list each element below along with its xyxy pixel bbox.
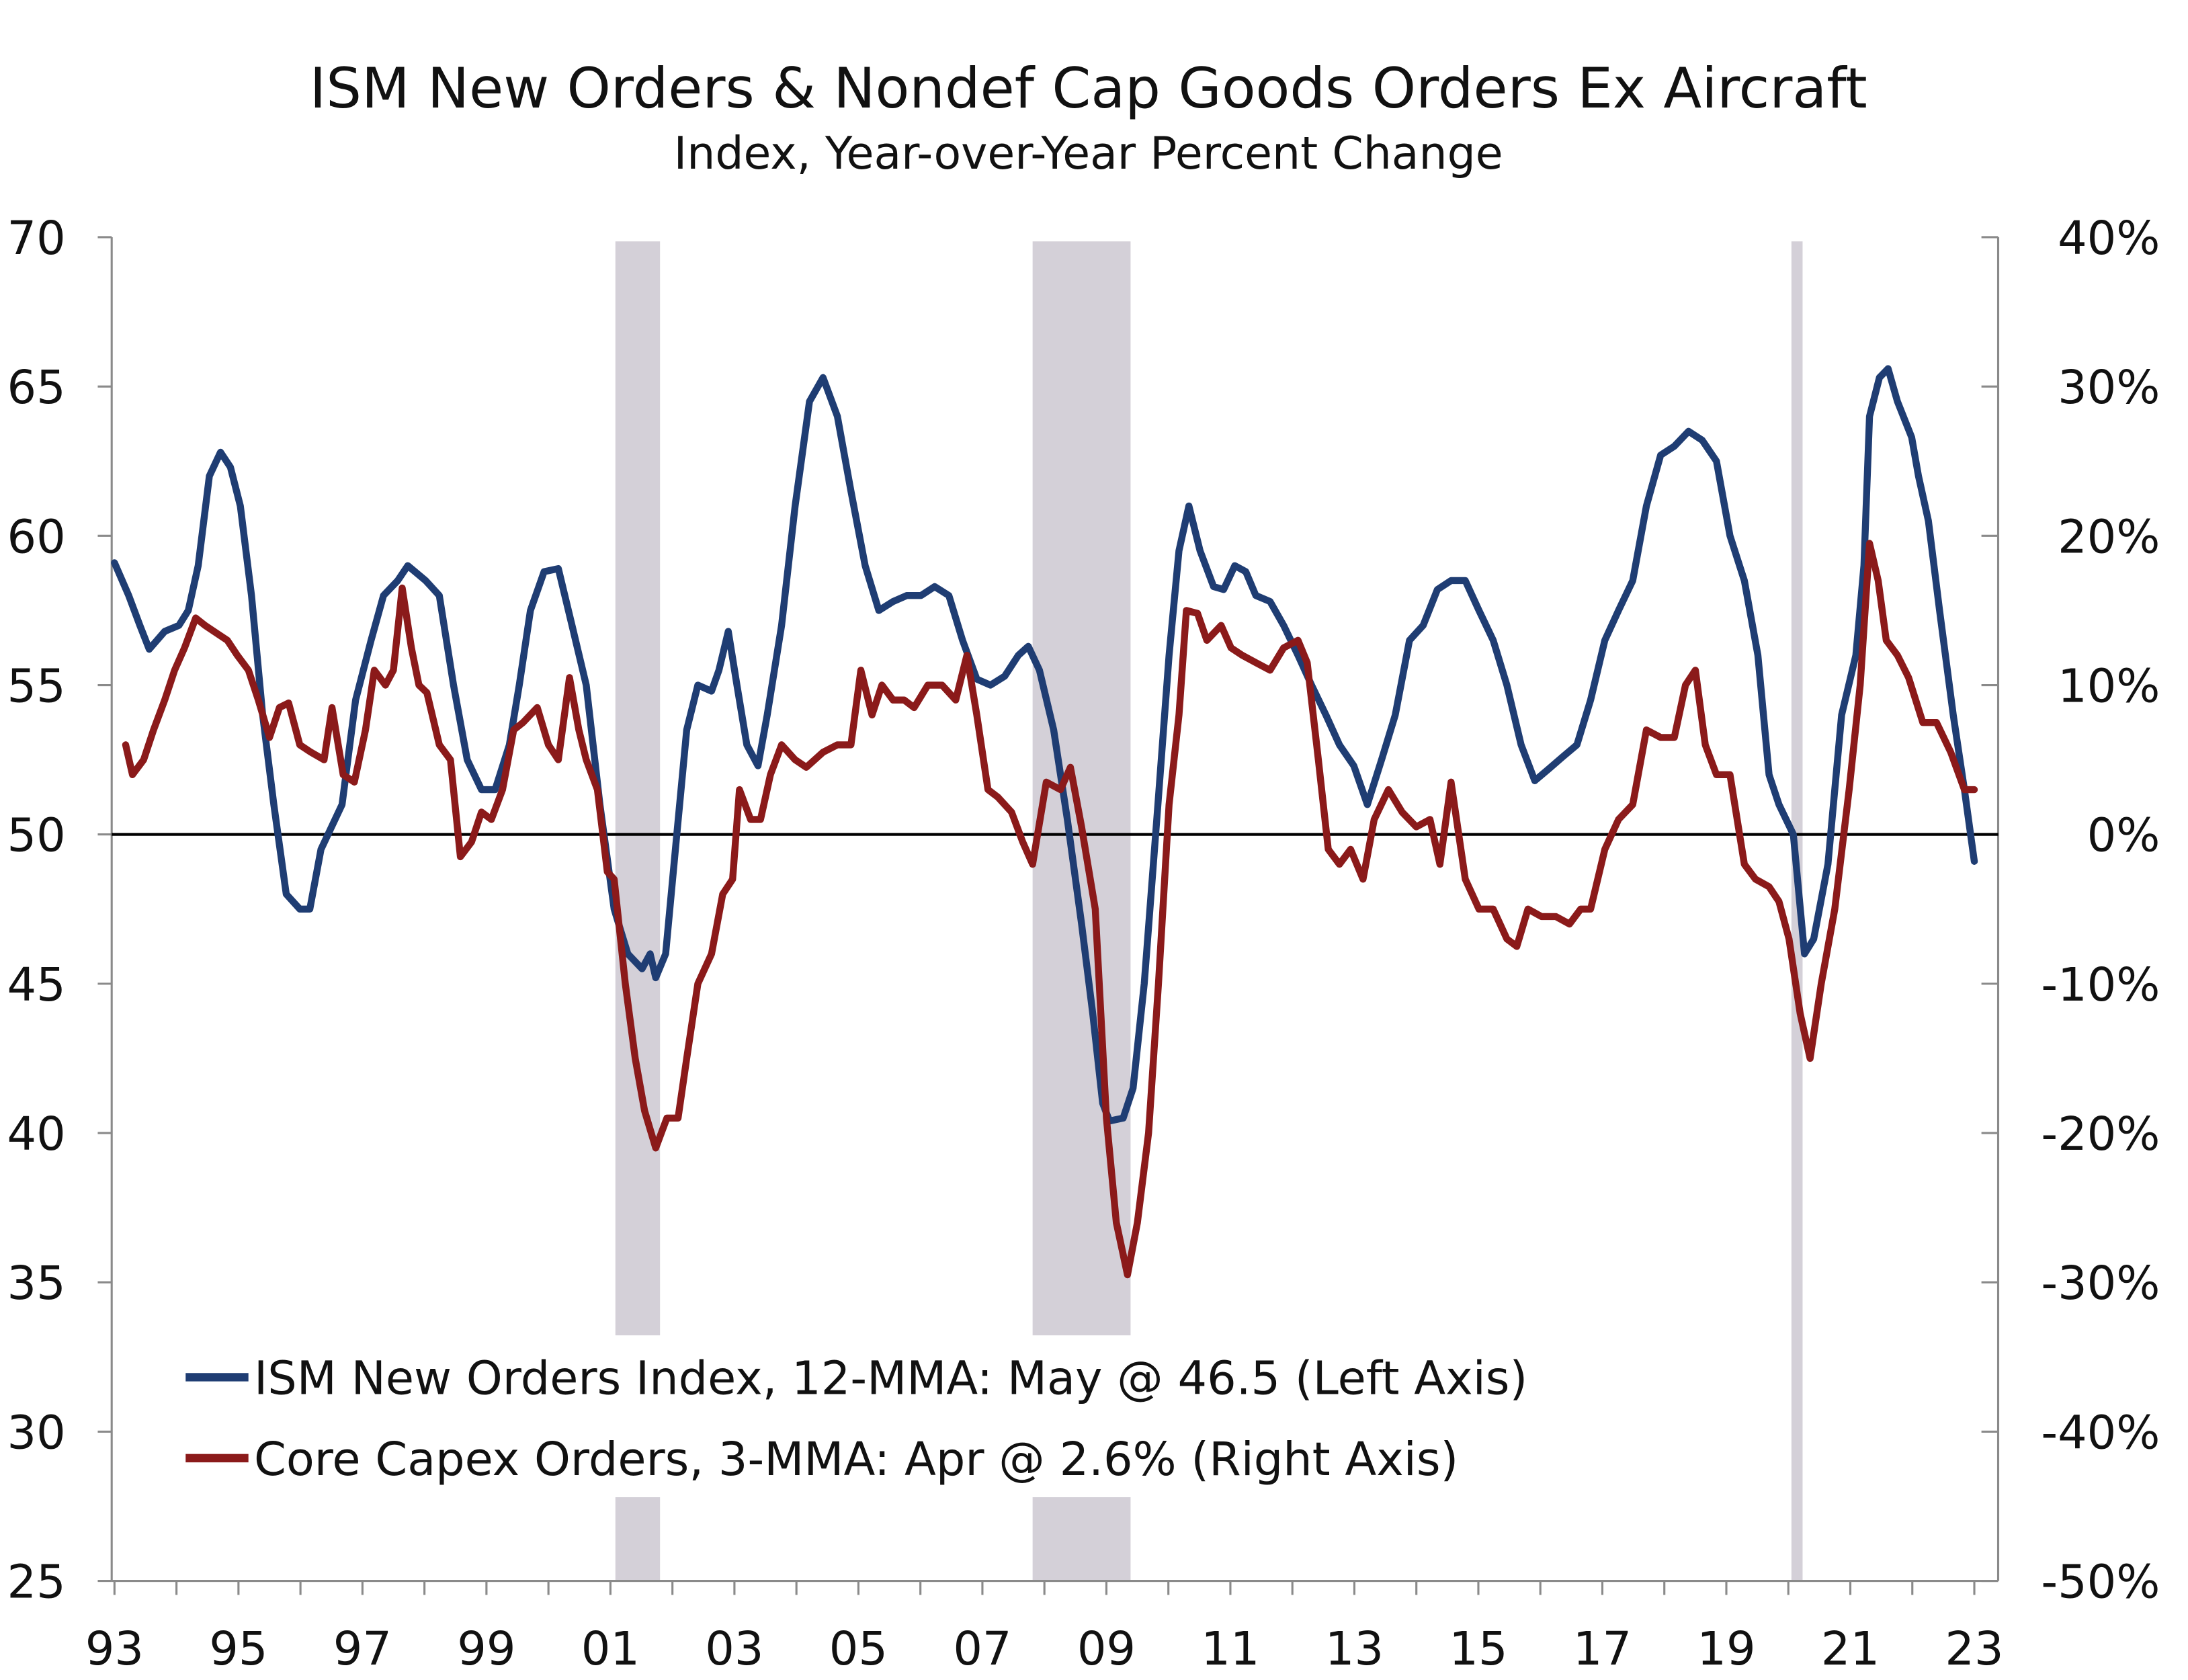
- right-tick-label: -40%: [2041, 1406, 2160, 1460]
- x-tick-label: 09: [1077, 1622, 1136, 1676]
- left-tick-label: 25: [7, 1555, 65, 1609]
- right-tick-label: 30%: [2058, 361, 2160, 415]
- left-tick-label: 35: [7, 1257, 65, 1310]
- axes: 70 65 60 55 50 45 40 35 30 25 40% 30% 20% 10% 0% -10% -2…: [7, 212, 2160, 1676]
- x-tick-label: 95: [209, 1622, 267, 1676]
- core-capex-orders-line: [122, 540, 1978, 1279]
- left-tick-label: 50: [7, 809, 65, 863]
- legend: ISM New Orders Index, 12-MMA: May @ 46.5…: [167, 1335, 1703, 1497]
- left-tick-label: 65: [7, 361, 65, 415]
- x-tick-label: 05: [829, 1622, 888, 1676]
- left-tick-label: 40: [7, 1107, 65, 1161]
- left-tick-label: 30: [7, 1406, 65, 1460]
- ism-new-orders-line: [111, 365, 1978, 1125]
- legend-background: [167, 1335, 1703, 1497]
- right-tick-label: 40%: [2058, 212, 2160, 265]
- left-tick-label: 45: [7, 958, 65, 1012]
- chart-subtitle: Index, Year-over-Year Percent Change: [674, 127, 1503, 179]
- left-tick-label: 60: [7, 510, 65, 564]
- x-tick-label: 99: [457, 1622, 515, 1676]
- x-tick-label: 13: [1325, 1622, 1384, 1676]
- x-tick-label: 17: [1573, 1622, 1632, 1676]
- x-tick-label: 93: [85, 1622, 144, 1676]
- legend-label-ism: ISM New Orders Index, 12-MMA: May @ 46.5…: [254, 1351, 1527, 1405]
- x-tick-label: 15: [1449, 1622, 1507, 1676]
- series-lines: [111, 365, 1978, 1279]
- chart-title: ISM New Orders & Nondef Cap Goods Orders…: [310, 56, 1867, 121]
- right-tick-label: 10%: [2058, 659, 2160, 713]
- legend-label-capex: Core Capex Orders, 3-MMA: Apr @ 2.6% (Ri…: [254, 1433, 1458, 1486]
- left-tick-label: 55: [7, 659, 65, 713]
- x-tick-label: 19: [1697, 1622, 1755, 1676]
- right-tick-label: -50%: [2041, 1555, 2160, 1609]
- x-tick-label: 21: [1821, 1622, 1880, 1676]
- right-tick-label: -30%: [2041, 1257, 2160, 1310]
- x-tick-label: 07: [953, 1622, 1011, 1676]
- x-tick-label: 03: [705, 1622, 763, 1676]
- right-tick-label: -10%: [2041, 958, 2160, 1012]
- right-tick-label: 0%: [2087, 809, 2160, 863]
- x-tick-label: 01: [581, 1622, 640, 1676]
- left-tick-label: 70: [7, 212, 65, 265]
- x-tick-label: 11: [1201, 1622, 1259, 1676]
- right-tick-label: 20%: [2058, 510, 2160, 564]
- x-tick-label: 97: [333, 1622, 392, 1676]
- right-tick-label: -20%: [2041, 1107, 2160, 1161]
- x-tick-label: 23: [1945, 1622, 2003, 1676]
